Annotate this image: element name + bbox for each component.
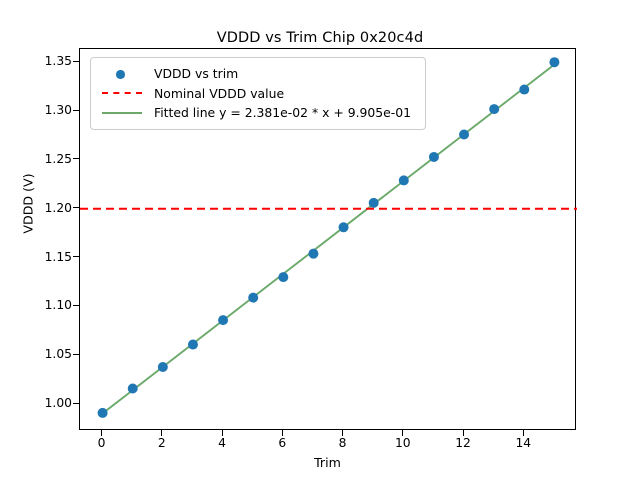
y-tick-mark <box>72 158 79 160</box>
x-tick-mark <box>402 430 404 436</box>
x-tick-label: 14 <box>515 436 532 450</box>
y-tick-label: 1.00 <box>44 396 72 411</box>
y-tick-label: 1.15 <box>44 249 72 264</box>
plot-canvas <box>80 57 577 418</box>
data-point <box>428 151 439 162</box>
chart-legend: VDDD vs trim Nominal VDDD value Fitted l… <box>90 57 426 130</box>
x-tick-label: 6 <box>278 436 287 450</box>
data-point <box>489 104 500 115</box>
data-point <box>278 272 289 283</box>
data-point <box>127 383 138 394</box>
y-tick-label: 1.30 <box>44 103 72 118</box>
data-point <box>338 222 349 233</box>
y-tick-label: 1.35 <box>44 54 72 69</box>
legend-marker-dot-icon <box>100 67 144 81</box>
data-point <box>97 407 108 418</box>
data-point <box>218 315 229 326</box>
x-tick-mark <box>342 430 344 436</box>
y-tick-mark <box>72 109 79 111</box>
y-axis-tick-marks <box>0 0 90 480</box>
x-tick-label: 8 <box>338 436 347 450</box>
data-point <box>368 197 379 208</box>
y-tick-mark <box>72 207 79 209</box>
y-tick-label: 1.10 <box>44 298 72 313</box>
legend-label-nominal: Nominal VDDD value <box>154 85 285 101</box>
data-points <box>97 57 560 418</box>
y-axis-tick-labels: 1.00 1.05 1.10 1.15 1.20 1.25 1.30 1.35 <box>20 0 72 480</box>
x-tick-mark <box>221 430 223 436</box>
legend-item-fit: Fitted line y = 2.381e-02 * x + 9.905e-0… <box>100 103 416 123</box>
data-point <box>308 248 319 259</box>
data-point <box>187 339 198 350</box>
data-point <box>519 84 530 95</box>
y-tick-mark <box>72 304 79 307</box>
x-tick-mark <box>281 430 283 436</box>
x-tick-mark <box>462 430 464 436</box>
x-axis-label: Trim <box>314 455 341 470</box>
y-tick-label: 1.05 <box>44 347 72 362</box>
legend-item-series: VDDD vs trim <box>100 64 416 84</box>
legend-marker-line-icon <box>100 106 144 120</box>
y-tick-mark <box>72 353 79 355</box>
x-tick-mark <box>161 430 163 436</box>
y-tick-mark <box>72 256 79 258</box>
y-tick-label: 1.25 <box>44 151 72 166</box>
data-point <box>549 57 560 68</box>
data-point <box>157 362 168 373</box>
data-point <box>248 292 259 303</box>
x-tick-label: 4 <box>218 436 226 450</box>
x-tick-label: 2 <box>157 436 166 450</box>
legend-item-nominal: Nominal VDDD value <box>100 84 416 104</box>
data-point <box>398 175 409 186</box>
y-tick-mark <box>72 402 79 404</box>
x-tick-label: 12 <box>455 436 471 450</box>
x-tick-mark <box>522 430 524 436</box>
legend-marker-dashed-icon <box>100 86 144 100</box>
x-tick-label: 10 <box>394 436 411 450</box>
legend-label-fit: Fitted line y = 2.381e-02 * x + 9.905e-0… <box>154 105 412 121</box>
chart-title: VDDD vs Trim Chip 0x20c4d <box>216 30 424 46</box>
legend-label-series: VDDD vs trim <box>154 66 239 82</box>
y-tick-label: 1.20 <box>44 200 72 215</box>
data-point <box>459 129 470 140</box>
fitted-line <box>102 63 555 415</box>
y-tick-mark <box>72 60 79 62</box>
x-tick-mark <box>101 430 103 436</box>
x-tick-label: 0 <box>97 436 106 450</box>
